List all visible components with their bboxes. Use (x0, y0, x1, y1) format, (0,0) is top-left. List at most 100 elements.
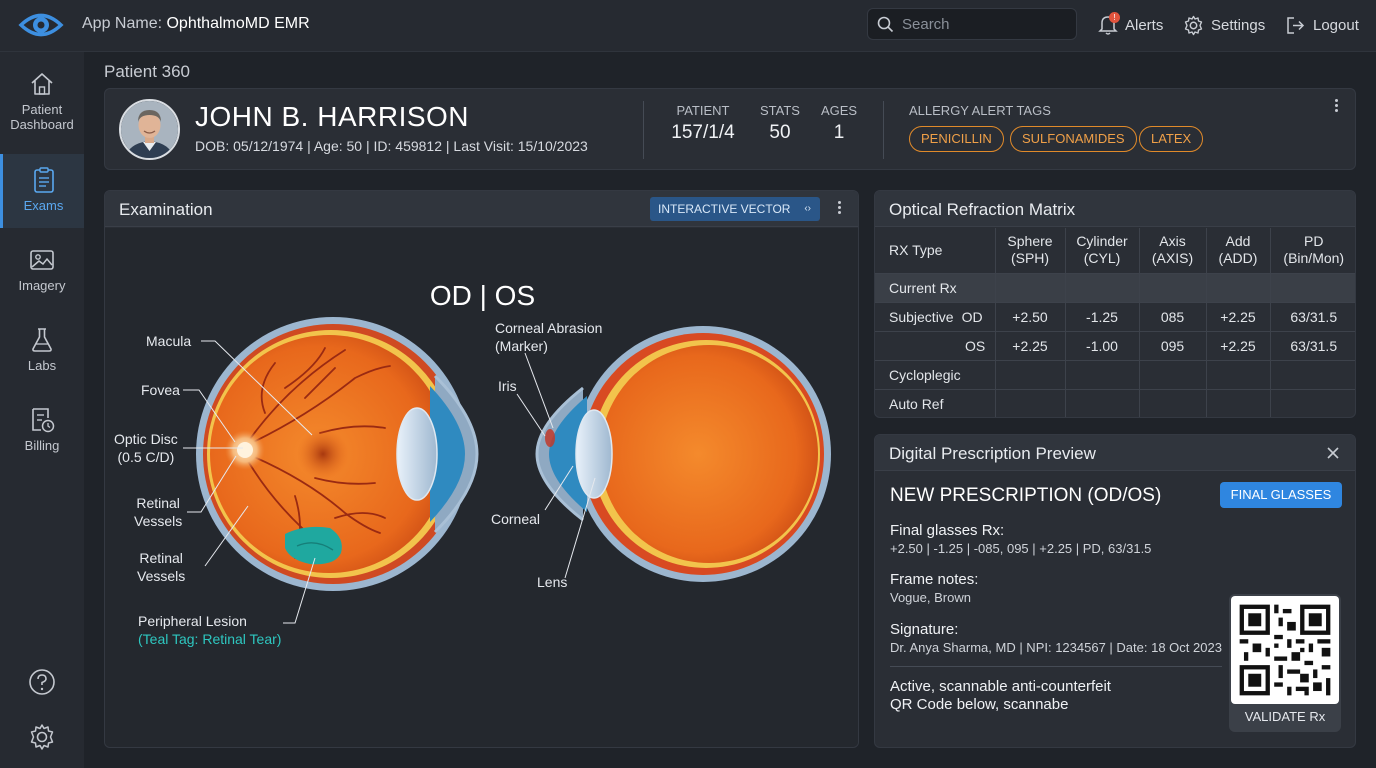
allergy-tag-latex[interactable]: LATEX (1139, 126, 1204, 152)
table-cell[interactable] (995, 389, 1066, 417)
avatar (119, 99, 180, 160)
table-cell[interactable] (995, 360, 1066, 390)
table-cell[interactable]: -1.25 (1065, 302, 1140, 332)
table-cell[interactable] (1270, 273, 1355, 303)
interactive-vector-label: INTERACTIVE VECTOR (658, 202, 791, 216)
col-cylinder-sub: (CYL) (1083, 250, 1121, 267)
table-cell[interactable]: -1.00 (1065, 331, 1140, 361)
sidebar-item-exams[interactable]: Exams (0, 154, 84, 228)
app-name-value: OphthalmoMD EMR (166, 15, 310, 32)
search-input[interactable] (902, 9, 1070, 39)
final-glasses-button[interactable]: FINAL GLASSES (1220, 482, 1342, 508)
table-row[interactable]: Auto Ref (875, 389, 1355, 417)
stat-label: AGES (820, 103, 858, 118)
search-box[interactable] (867, 8, 1077, 40)
label-retinal-vessels-1: Retinal Vessels (134, 494, 182, 530)
rx-type-cell: OS (875, 331, 996, 361)
table-cell[interactable] (1139, 389, 1207, 417)
table-cell[interactable] (1206, 389, 1271, 417)
eye-label: OS (965, 337, 986, 354)
table-cell[interactable]: +2.25 (995, 331, 1066, 361)
clipboard-icon (33, 167, 54, 193)
table-cell[interactable]: 085 (1139, 302, 1207, 332)
stat-label: PATIENT (676, 103, 730, 118)
qr-code (1231, 596, 1339, 704)
table-cell[interactable]: 63/31.5 (1270, 302, 1355, 332)
table-cell[interactable] (1206, 273, 1271, 303)
alert-badge: ! (1109, 12, 1120, 23)
table-cell[interactable]: 63/31.5 (1270, 331, 1355, 361)
col-rx-type-label: RX Type (889, 241, 943, 258)
allergy-tag-penicillin[interactable]: PENICILLIN (909, 126, 1004, 152)
sidebar-item-label: Patient (21, 102, 63, 117)
alerts-button[interactable]: ! Alerts (1098, 12, 1163, 38)
allergy-tag-sulfonamides[interactable]: SULFONAMIDES (1010, 126, 1137, 152)
table-cell[interactable] (1206, 360, 1271, 390)
close-icon[interactable] (1325, 445, 1341, 461)
settings-label: Settings (1211, 16, 1266, 34)
validate-rx-button[interactable]: VALIDATE Rx (1244, 709, 1326, 724)
examination-menu-kebab-icon[interactable] (831, 199, 847, 219)
sidebar-item-labs[interactable]: Labs (0, 326, 84, 400)
table-cell[interactable] (1270, 389, 1355, 417)
help-icon[interactable] (27, 667, 57, 697)
code-icon: ‹› (804, 203, 811, 214)
col-sphere-sub: (SPH) (1010, 250, 1050, 267)
table-cell[interactable]: +2.50 (995, 302, 1066, 332)
table-row[interactable]: Cycloplegic (875, 360, 1355, 390)
bell-icon: ! (1098, 12, 1120, 36)
patient-menu-kebab-icon[interactable] (1328, 97, 1344, 117)
home-icon (31, 73, 53, 95)
settings-button[interactable]: Settings (1183, 12, 1265, 38)
table-cell[interactable] (995, 273, 1066, 303)
signature-label: Signature: (890, 621, 959, 638)
table-cell[interactable]: 095 (1139, 331, 1207, 361)
table-cell[interactable] (1270, 360, 1355, 390)
label-optic-disc: Optic Disc (0.5 C/D) (114, 430, 178, 466)
table-row[interactable]: Current Rx (875, 273, 1355, 303)
table-cell[interactable]: +2.25 (1206, 302, 1271, 332)
table-cell[interactable] (1139, 360, 1207, 390)
qr-code-card[interactable]: VALIDATE Rx (1229, 594, 1341, 732)
rx-type-cell: Auto Ref (875, 389, 996, 417)
prescription-panel: Digital Prescription Preview NEW PRESCRI… (874, 434, 1356, 748)
table-cell[interactable] (1065, 360, 1140, 390)
frame-notes-value: Vogue, Brown (890, 590, 971, 605)
label-iris: Iris (498, 378, 517, 394)
label-optic-disc-line1: Optic Disc (114, 431, 178, 447)
divider (643, 101, 644, 159)
table-row[interactable]: OS +2.25 -1.00 095 +2.25 63/31.5 (875, 331, 1355, 361)
gear-icon (1184, 15, 1203, 35)
top-bar: App Name: OphthalmoMD EMR ! Alerts Setti… (0, 0, 1376, 52)
stat-value: 50 (769, 122, 791, 143)
table-cell[interactable] (1139, 273, 1207, 303)
table-cell[interactable] (1065, 389, 1140, 417)
col-axis: Axis (AXIS) (1139, 228, 1207, 274)
col-axis-label: Axis (1159, 233, 1186, 250)
col-cylinder-label: Cylinder (1076, 233, 1128, 250)
label-lens: Lens (537, 574, 568, 590)
examination-panel: Examination INTERACTIVE VECTOR ‹› OD | O… (104, 190, 859, 748)
table-row[interactable]: Subjective OD +2.50 -1.25 085 +2.25 63/31… (875, 302, 1355, 332)
logout-button[interactable]: Logout (1285, 12, 1359, 38)
patient-card: JOHN B. HARRISON DOB: 05/12/1974 | Age: … (104, 88, 1356, 170)
label-optic-disc-line2: (0.5 C/D) (117, 449, 175, 465)
col-rx-type: RX Type (875, 228, 996, 274)
sidebar: Patient Dashboard Exams Imagery Labs Bil… (0, 52, 84, 768)
divider (883, 101, 884, 159)
eye-diagram-area: OD | OS (105, 228, 858, 747)
sidebar-item-label: Exams (23, 198, 64, 213)
gear-icon[interactable] (27, 722, 57, 752)
rx-type-cell: Current Rx (875, 273, 996, 303)
table-cell[interactable] (1065, 273, 1140, 303)
sidebar-item-imagery[interactable]: Imagery (0, 246, 84, 320)
od-os-heading: OD | OS (429, 280, 536, 311)
col-axis-sub: (AXIS) (1151, 250, 1194, 267)
stat-label: STATS (760, 103, 800, 118)
table-cell[interactable]: +2.25 (1206, 331, 1271, 361)
sidebar-item-patient-dashboard[interactable]: Patient Dashboard (0, 70, 84, 144)
left-eye-diagram (183, 317, 479, 624)
qr-note-line2: QR Code below, scannabe (890, 696, 1069, 713)
interactive-vector-button[interactable]: INTERACTIVE VECTOR ‹› (650, 197, 820, 221)
sidebar-item-billing[interactable]: Billing (0, 406, 84, 480)
